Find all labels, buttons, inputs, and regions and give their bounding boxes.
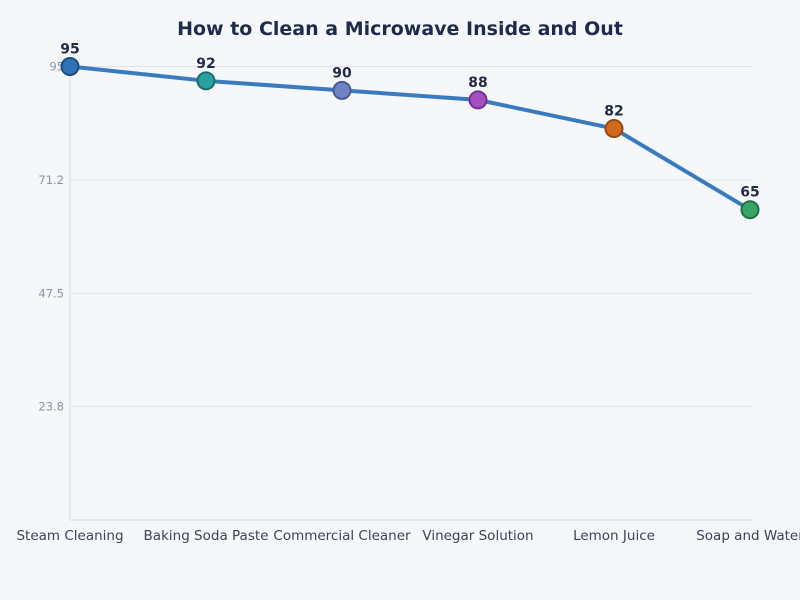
y-tick-label: 47.5 xyxy=(38,286,64,300)
plot-area: 95 71.2 47.5 23.8 95 Steam Cleaning 92 Baking S… xyxy=(16,42,800,545)
x-tick-label: Lemon Juice xyxy=(573,528,655,544)
y-tick-label: 71.2 xyxy=(38,173,64,187)
data-point-label: 65 xyxy=(740,185,759,201)
x-tick-label: Vinegar Solution xyxy=(422,528,533,544)
data-point xyxy=(332,80,352,100)
data-point-label: 90 xyxy=(332,65,352,81)
x-tick-label: Steam Cleaning xyxy=(16,528,123,544)
x-tick-label: Commercial Cleaner xyxy=(273,528,411,544)
chart-title: How to Clean a Microwave Inside and Out xyxy=(177,18,623,40)
data-point-label: 82 xyxy=(604,104,623,120)
data-point xyxy=(740,200,760,220)
y-tick-label: 23.8 xyxy=(38,399,64,413)
data-point xyxy=(196,71,216,91)
data-point xyxy=(60,57,80,76)
trend-line xyxy=(68,64,752,212)
data-point-label: 88 xyxy=(468,75,487,91)
x-tick-label: Baking Soda Paste xyxy=(144,528,269,544)
data-point xyxy=(604,119,624,139)
y-tick-label: 95 xyxy=(49,60,64,74)
data-point-label: 95 xyxy=(60,42,79,58)
data-point-label: 92 xyxy=(196,56,215,72)
data-point xyxy=(468,90,488,110)
x-tick-label: Soap and Water xyxy=(696,528,800,544)
